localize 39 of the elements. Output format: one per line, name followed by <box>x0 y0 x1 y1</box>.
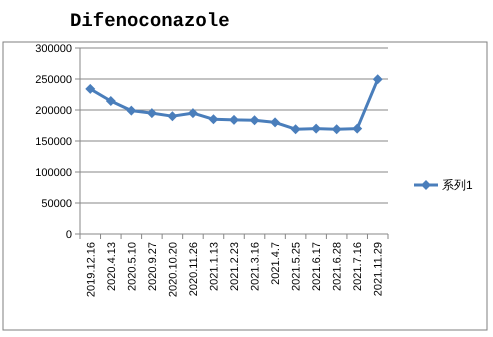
y-tick-label: 50000 <box>41 198 72 210</box>
point <box>352 124 362 134</box>
y-tick-label: 100000 <box>35 167 72 179</box>
y-tick-label: 150000 <box>35 136 72 148</box>
point <box>208 114 218 124</box>
x-tick-label: 2021.4.7 <box>270 242 282 285</box>
x-tick-label: 2021.1.13 <box>208 242 220 291</box>
legend-label: 系列1 <box>442 178 473 192</box>
point <box>311 124 322 134</box>
x-tick-label: 2021.6.28 <box>332 242 344 291</box>
y-tick-label: 200000 <box>35 105 72 117</box>
point <box>290 124 301 134</box>
point <box>106 96 116 106</box>
x-tick-label: 2021.7.16 <box>352 242 364 291</box>
x-tick-label: 2020.10.20 <box>167 242 180 298</box>
y-tick-label: 0 <box>66 229 72 241</box>
x-tick-label: 2021.3.16 <box>250 242 262 291</box>
x-tick-label: 2020.4.13 <box>106 242 118 291</box>
point <box>229 114 239 125</box>
point <box>270 117 280 128</box>
point <box>372 74 383 84</box>
point <box>250 115 260 126</box>
chart-title: Difenoconazole <box>70 10 230 32</box>
point <box>332 124 342 134</box>
point <box>146 108 157 118</box>
point <box>85 84 96 94</box>
point <box>126 106 136 116</box>
x-tick-label: 2021.2.23 <box>229 242 241 291</box>
x-tick-label: 2021.11.29 <box>372 242 385 296</box>
point <box>167 111 178 122</box>
x-tick-label: 2020.5.10 <box>126 242 138 291</box>
point <box>188 108 198 118</box>
x-tick-label: 2021.6.17 <box>311 242 324 291</box>
x-tick-label: 2020.9.27 <box>146 242 159 291</box>
x-tick-label: 2021.5.25 <box>290 242 303 291</box>
y-tick-label: 250000 <box>35 74 72 86</box>
x-tick-label: 2020.11.26 <box>188 242 200 296</box>
y-tick-label: 300000 <box>35 43 72 55</box>
x-tick-label: 2019.12.16 <box>85 242 98 298</box>
